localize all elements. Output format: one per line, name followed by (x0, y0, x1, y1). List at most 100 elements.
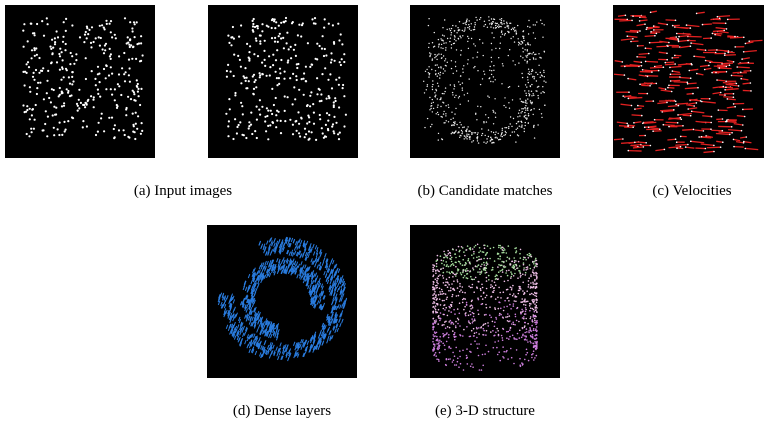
dot (680, 136, 682, 138)
dot (708, 65, 710, 67)
dot (136, 79, 138, 81)
dot (477, 271, 479, 273)
dot (439, 43, 440, 44)
dot (525, 318, 527, 320)
dot (745, 148, 747, 150)
dot (521, 309, 523, 311)
dot (725, 23, 727, 25)
dot (462, 291, 464, 293)
dot (498, 351, 500, 353)
dot (62, 36, 64, 38)
dot (435, 352, 437, 354)
dot (506, 337, 508, 339)
dot (463, 65, 464, 66)
dot (439, 317, 441, 319)
dot (311, 64, 313, 66)
dot (493, 76, 494, 77)
dot (446, 265, 448, 267)
dot (508, 32, 509, 33)
dot (705, 148, 707, 150)
dot (508, 27, 509, 28)
dot (455, 347, 457, 349)
dot (493, 247, 495, 249)
dot (523, 51, 524, 52)
dot (463, 23, 464, 24)
dot (512, 261, 514, 263)
dot (443, 277, 445, 279)
dot (90, 42, 92, 44)
dot (443, 251, 445, 253)
dot (515, 141, 516, 142)
dot (437, 346, 439, 348)
dot (722, 118, 724, 120)
dot (127, 136, 129, 138)
dot (469, 138, 470, 139)
dot (91, 70, 93, 72)
dot (276, 120, 278, 122)
dot (475, 265, 477, 267)
dot (491, 131, 492, 132)
dot (240, 24, 242, 26)
dot (100, 37, 102, 39)
dot (502, 337, 504, 339)
dot (333, 132, 335, 134)
dot (459, 21, 460, 22)
dot (483, 55, 484, 56)
dot (454, 113, 455, 114)
dot (529, 341, 531, 343)
dot (54, 41, 56, 43)
dot (466, 355, 468, 357)
dot (513, 363, 515, 365)
dot (517, 25, 518, 26)
velocity (675, 145, 688, 146)
dot (455, 66, 456, 67)
dot (524, 115, 525, 116)
dot (28, 135, 30, 137)
dot (61, 92, 63, 94)
dot (493, 111, 494, 112)
dot (114, 88, 116, 90)
dot (530, 268, 532, 270)
dot (521, 337, 523, 339)
dot (508, 87, 509, 88)
dot (490, 317, 492, 319)
velocity (674, 82, 688, 83)
dot (536, 292, 538, 294)
dot (296, 67, 298, 69)
dot (510, 116, 511, 117)
dot (67, 120, 69, 122)
dot (253, 81, 255, 83)
dot (531, 293, 533, 295)
dot (460, 135, 461, 136)
dot (473, 313, 475, 315)
dot (540, 72, 541, 73)
dot (454, 35, 455, 36)
dot (727, 52, 729, 54)
dot (37, 82, 39, 84)
dot (271, 88, 273, 90)
dot (500, 308, 502, 310)
dot (474, 320, 476, 322)
dot (459, 350, 461, 352)
dot (453, 336, 455, 338)
dot (536, 302, 538, 304)
dot (473, 279, 475, 281)
dot (288, 48, 290, 50)
dot (64, 49, 66, 51)
dot (453, 334, 455, 336)
dot (316, 58, 318, 60)
dot (31, 109, 33, 111)
dot (643, 146, 645, 148)
dot (510, 23, 511, 24)
dot (275, 97, 277, 99)
dot (451, 296, 453, 298)
dot (438, 341, 440, 343)
dot (495, 317, 497, 319)
dot (478, 333, 480, 335)
dot (500, 297, 502, 299)
dot (533, 32, 534, 33)
dot (710, 122, 712, 124)
dot (26, 72, 28, 74)
dot (536, 283, 538, 285)
dot (485, 24, 486, 25)
